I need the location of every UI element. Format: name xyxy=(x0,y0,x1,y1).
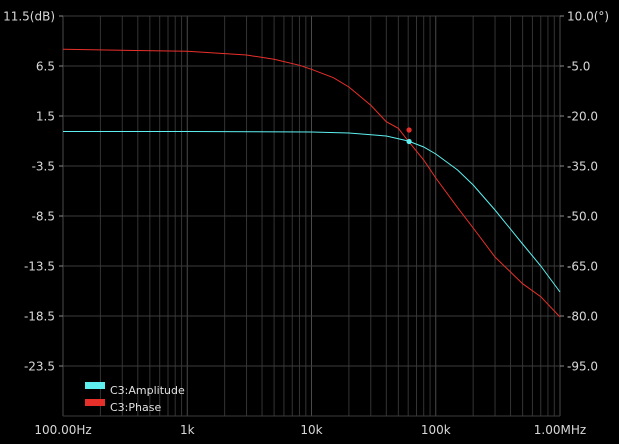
left-tick-label: -3.5 xyxy=(32,160,55,174)
right-tick-label: -65.0 xyxy=(567,260,598,274)
x-tick-label: 1.00MHz xyxy=(534,423,586,437)
left-tick-label: 6.5 xyxy=(36,60,55,74)
right-tick-label: -95.0 xyxy=(567,360,598,374)
x-axis-ticks: 100.00Hz 1k 10k 100k 1.00MHz xyxy=(34,423,586,437)
marker-layer xyxy=(406,127,412,145)
right-tick-label: -5.0 xyxy=(567,60,590,74)
legend-swatch-phase xyxy=(85,399,105,406)
right-axis-ticks: 10.0(°) -5.0 -20.0 -35.0 -50.0 -65.0 -80.0 -95.… xyxy=(567,10,609,374)
x-tick-label: 100.00Hz xyxy=(34,423,91,437)
left-axis-ticks: 11.5(dB) 6.5 1.5 -3.5 -8.5 -13.5 -18.5 -23.5 xyxy=(3,10,55,374)
left-tick-label: -18.5 xyxy=(24,310,55,324)
legend-label-phase: C3:Phase xyxy=(110,401,161,414)
amplitude-marker xyxy=(406,138,412,145)
phase-line xyxy=(62,48,561,318)
right-tick-label: -20.0 xyxy=(567,110,598,124)
left-tick-label: -13.5 xyxy=(24,260,55,274)
amplitude-line xyxy=(63,131,561,293)
left-tick-label: 11.5(dB) xyxy=(3,10,55,24)
left-tick-label: -8.5 xyxy=(32,210,55,224)
x-tick-label: 1k xyxy=(180,423,195,437)
left-tick-label: 1.5 xyxy=(36,110,55,124)
left-tick-label: -23.5 xyxy=(24,360,55,374)
legend-label-amplitude: C3:Amplitude xyxy=(110,384,185,397)
right-tick-label: -50.0 xyxy=(567,210,598,224)
legend-swatch-amplitude xyxy=(85,382,105,389)
legend: C3:Amplitude C3:Phase xyxy=(85,382,185,414)
right-tick-label: -35.0 xyxy=(567,160,598,174)
major-grid xyxy=(59,15,564,417)
right-tick-label: 10.0(°) xyxy=(567,10,609,24)
series-layer xyxy=(62,48,561,318)
x-tick-label: 100k xyxy=(421,423,451,437)
x-tick-label: 10k xyxy=(300,423,322,437)
right-tick-label: -80.0 xyxy=(567,310,598,324)
phase-marker xyxy=(406,127,412,133)
